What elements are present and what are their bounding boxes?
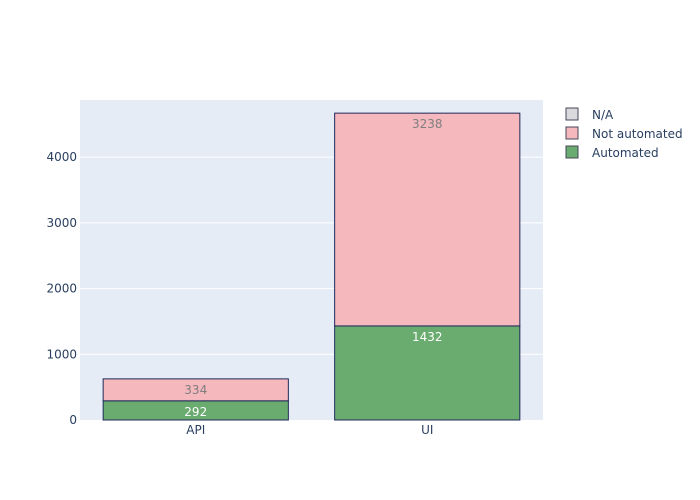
bar-labels: 292 334 1432 3238 xyxy=(184,117,442,419)
y-tick-label: 0 xyxy=(69,413,77,427)
legend-label: Automated xyxy=(592,146,659,160)
legend-label: N/A xyxy=(592,108,614,122)
bar-not-automated-api xyxy=(102,378,289,402)
y-tick-label: 1000 xyxy=(46,347,77,361)
bar-automated-ui xyxy=(334,325,521,421)
legend-item-not-automated[interactable]: Not automated xyxy=(565,126,683,141)
bar-not-automated-ui xyxy=(334,112,521,327)
bar-value-label: 334 xyxy=(184,383,207,397)
x-axis: API UI xyxy=(186,423,433,437)
legend-swatch xyxy=(565,107,579,121)
legend-swatch xyxy=(565,126,579,140)
bar-value-label: 1432 xyxy=(412,330,443,344)
y-axis: 0 1000 2000 3000 4000 xyxy=(46,150,77,427)
legend-label: Not automated xyxy=(592,127,683,141)
bar-value-label: 292 xyxy=(184,405,207,419)
x-tick-label: API xyxy=(186,423,205,437)
legend-swatch xyxy=(565,145,579,159)
x-tick-label: UI xyxy=(421,423,433,437)
legend-item-automated[interactable]: Automated xyxy=(565,145,659,160)
legend-item-n-a[interactable]: N/A xyxy=(565,107,614,122)
y-tick-label: 3000 xyxy=(46,216,77,230)
y-tick-label: 4000 xyxy=(46,150,77,164)
y-tick-label: 2000 xyxy=(46,282,77,296)
legend[interactable]: N/A Not automated Automated xyxy=(565,107,683,160)
bars xyxy=(102,112,521,421)
bar-value-label: 3238 xyxy=(412,117,443,131)
